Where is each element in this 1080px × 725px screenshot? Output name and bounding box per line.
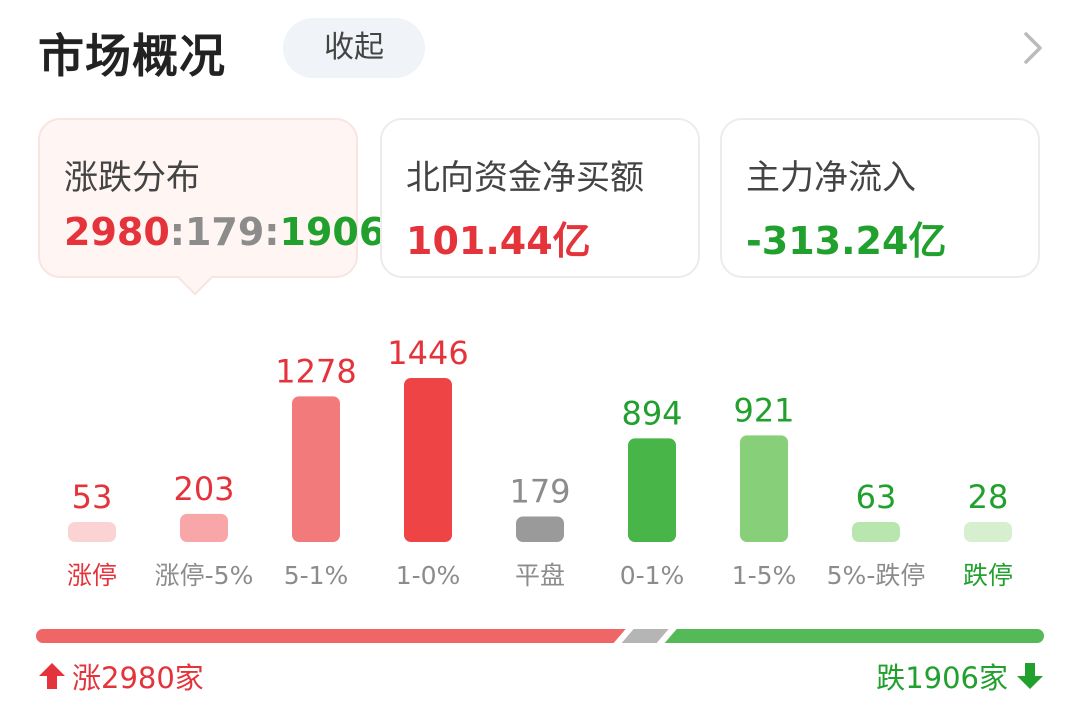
category-label: 5%-跌停: [827, 561, 926, 590]
up-count: 2980: [64, 210, 170, 254]
bar-2: [292, 396, 340, 542]
bar-value-label: 179: [509, 472, 570, 510]
bar-4: [516, 516, 564, 542]
down-count-footer: 跌1906家: [876, 656, 1044, 696]
up-count-footer: 涨2980家: [38, 656, 204, 696]
bar-value-label: 1278: [275, 352, 356, 390]
bar-6: [740, 435, 788, 542]
category-label: 0-1%: [620, 561, 685, 590]
down-segment: [664, 629, 1037, 643]
bar-3: [404, 378, 452, 542]
up-segment: [43, 629, 626, 643]
down-count: 1906: [279, 210, 386, 254]
bar-7: [852, 522, 900, 542]
bar-5: [628, 438, 676, 542]
card-main-net-inflow[interactable]: 主力净流入 -313.24亿: [720, 118, 1040, 278]
separator: :: [169, 210, 185, 254]
category-label: 1-0%: [396, 561, 461, 590]
bar-value-label: 53: [72, 478, 113, 516]
down-segment-cap: [1030, 629, 1044, 643]
collapse-button[interactable]: 收起: [283, 18, 425, 78]
bar-1: [180, 513, 228, 542]
bar-0: [68, 522, 116, 542]
bar-value-label: 921: [733, 391, 794, 429]
card-value: 101.44亿: [406, 219, 591, 263]
category-label: 涨停-5%: [155, 561, 254, 590]
bar-value-label: 203: [173, 470, 234, 508]
card-label: 北向资金净买额: [406, 158, 644, 198]
bar-value-label: 894: [621, 394, 682, 432]
bar-8: [964, 522, 1012, 542]
card-up-down-distribution[interactable]: 涨跌分布 2980:179:1906: [38, 118, 385, 278]
down-count-text: 跌1906家: [876, 661, 1008, 695]
card-northbound-funds[interactable]: 北向资金净买额 101.44亿: [380, 118, 700, 278]
card-value: -313.24亿: [746, 219, 947, 263]
category-label: 涨停: [67, 561, 117, 590]
up-down-ratio-bar: [36, 629, 1044, 643]
flat-segment: [621, 629, 669, 643]
up-count-text: 涨2980家: [72, 661, 204, 695]
chevron-right-icon[interactable]: [1014, 28, 1050, 68]
category-label: 1-5%: [732, 561, 797, 590]
category-label: 跌停: [963, 561, 1013, 590]
card-value: 2980:179:1906: [64, 210, 385, 254]
separator: :: [264, 210, 280, 254]
bar-value-label: 28: [968, 478, 1009, 516]
flat-count: 179: [184, 210, 265, 254]
category-label: 平盘: [515, 561, 565, 590]
card-label: 主力净流入: [746, 158, 916, 198]
category-label: 5-1%: [284, 561, 349, 590]
bar-value-label: 63: [856, 478, 897, 516]
card-pointer: [178, 276, 212, 296]
bar-value-label: 1446: [387, 334, 468, 372]
arrow-up-icon: [39, 663, 65, 689]
page-title: 市场概况: [38, 29, 226, 83]
arrow-down-icon: [1017, 663, 1043, 689]
distribution-bar-chart: 53 涨停 203 涨停-5% 1278 5-1% 1446 1-0% 179 平盘 894 0-1%…: [67, 334, 1013, 590]
card-label: 涨跌分布: [64, 158, 200, 198]
up-segment-cap: [36, 629, 50, 643]
